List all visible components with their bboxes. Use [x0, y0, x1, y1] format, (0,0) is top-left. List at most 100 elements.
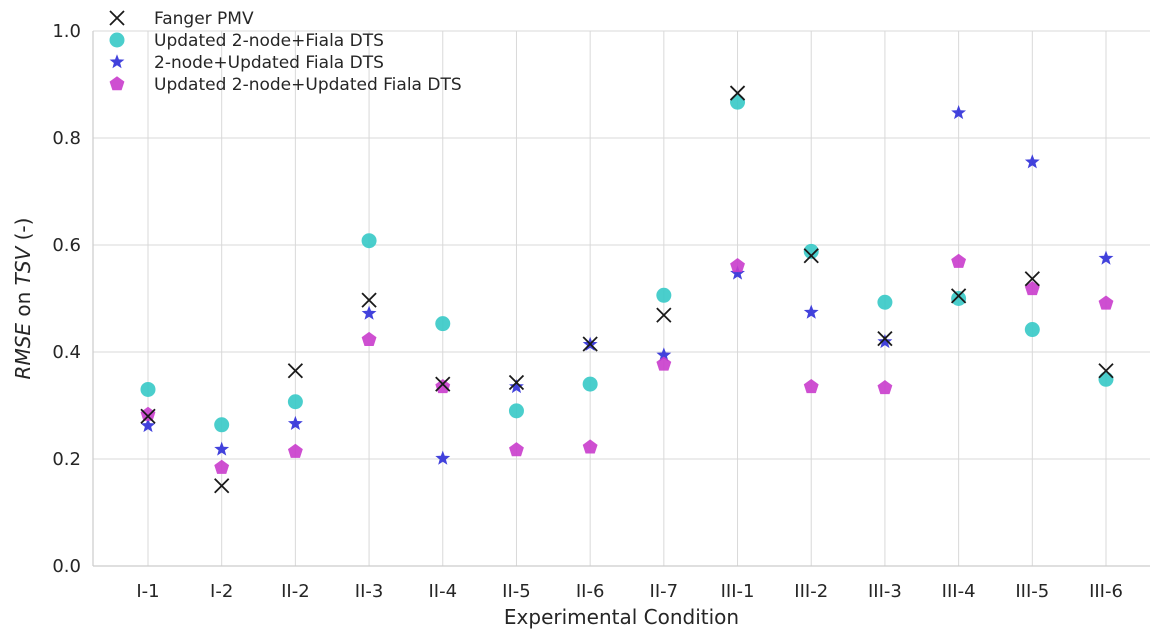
- data-point: [877, 334, 893, 349]
- x-tick-label: II-7: [650, 581, 679, 602]
- data-point-stroke: [435, 376, 451, 392]
- data-point: [951, 253, 967, 268]
- y-axis-title: RMSE on TSV (-): [11, 218, 35, 380]
- data-point: [730, 265, 745, 280]
- data-point: [435, 378, 451, 394]
- data-point: [214, 417, 230, 433]
- data-point: [877, 330, 893, 347]
- data-point-stroke: [950, 288, 967, 304]
- data-point: [803, 248, 819, 264]
- data-point: [582, 439, 598, 454]
- legend-entry: Updated 2-node+Fiala DTS: [109, 31, 384, 51]
- data-point: [656, 347, 672, 362]
- data-point: [582, 376, 598, 392]
- y-axis-title-part: RMSE: [11, 323, 35, 380]
- data-point: [214, 459, 230, 474]
- data-point-stroke: [1098, 363, 1114, 379]
- data-point: [287, 363, 304, 379]
- data-point: [951, 105, 967, 120]
- data-point: [361, 331, 377, 347]
- data-point-stroke: [729, 85, 746, 101]
- data-point: [1024, 154, 1040, 169]
- y-axis-title-part: (-): [11, 218, 35, 247]
- data-point: [729, 85, 746, 101]
- legend-marker: [109, 10, 125, 26]
- data-point: [509, 378, 524, 394]
- data-point: [287, 394, 303, 410]
- data-point: [803, 378, 819, 394]
- x-tick-label: I-2: [210, 581, 233, 602]
- data-point: [730, 94, 746, 110]
- data-point: [287, 415, 303, 430]
- data-point: [140, 418, 156, 433]
- data-point-stroke: [1024, 271, 1040, 287]
- data-point-stroke: [361, 292, 377, 308]
- x-tick-label: II-4: [428, 581, 457, 602]
- legend-label: Fanger PMV: [154, 9, 254, 29]
- x-tick-label: II-5: [502, 581, 531, 602]
- x-tick-label: III-5: [1015, 581, 1049, 602]
- y-tick-label: 0.6: [52, 235, 81, 256]
- data-point: [582, 336, 598, 352]
- y-tick-label: 0.8: [52, 128, 81, 149]
- x-tick-label: I-1: [136, 581, 159, 602]
- data-point: [287, 443, 303, 458]
- y-tick-label: 0.4: [52, 342, 81, 363]
- legend-label: Updated 2-node+Updated Fiala DTS: [154, 75, 462, 95]
- legend-label: Updated 2-node+Fiala DTS: [154, 31, 384, 51]
- data-point-stroke: [656, 307, 672, 323]
- data-point: [656, 287, 672, 303]
- data-point: [361, 305, 377, 320]
- x-tick-labels: I-1 I-2 II-2 II-3 II-4 II-5 II-6 II-7 III-1 III-2…: [136, 581, 1123, 602]
- data-point: [803, 304, 819, 319]
- y-tick-labels: 0.0 0.2 0.4 0.6 0.8 1.0: [52, 21, 81, 577]
- y-axis-title-part: TSV: [11, 245, 35, 285]
- data-point: [435, 450, 451, 465]
- data-point: [877, 294, 893, 310]
- data-point-stroke: [582, 336, 598, 352]
- data-point: [1098, 295, 1114, 310]
- axis-layer: [92, 31, 1150, 567]
- data-point: [435, 316, 451, 332]
- data-point: [730, 258, 745, 273]
- data-point-stroke: [214, 478, 230, 494]
- legend-entry: Updated 2-node+Updated Fiala DTS: [109, 75, 462, 95]
- data-point: [1098, 363, 1114, 379]
- data-point: [1024, 271, 1040, 287]
- data-point: [214, 478, 230, 494]
- x-axis-title: Experimental Condition: [504, 605, 739, 629]
- x-tick-label: III-4: [942, 581, 976, 602]
- data-point: [140, 408, 156, 424]
- data-point: [508, 403, 524, 419]
- data-point-stroke: [877, 330, 893, 347]
- data-point: [1098, 250, 1114, 265]
- data-point: [1098, 371, 1114, 387]
- grid-layer: [93, 30, 1150, 567]
- x-tick-label: II-3: [355, 581, 384, 602]
- x-tick-label: III-3: [868, 581, 902, 602]
- data-point-stroke: [287, 363, 304, 379]
- x-tick-label: III-6: [1089, 581, 1123, 602]
- x-tick-label: II-2: [281, 581, 310, 602]
- data-point: [950, 288, 967, 304]
- y-tick-label: 0.2: [52, 449, 81, 470]
- series-3: [140, 253, 1114, 474]
- x-tick-label: III-1: [721, 581, 755, 602]
- data-point: [214, 441, 230, 456]
- y-tick-label: 0.0: [52, 556, 81, 577]
- data-point: [361, 233, 377, 249]
- series-2: [140, 105, 1114, 465]
- legend-marker: [109, 32, 125, 48]
- data-point: [656, 307, 672, 323]
- data-point-stroke: [508, 374, 525, 391]
- data-point: [435, 376, 451, 392]
- legend-marker: [109, 54, 125, 69]
- series-0: [140, 85, 1114, 494]
- data-point: [803, 243, 819, 259]
- data-point: [140, 406, 156, 421]
- data-point: [951, 291, 967, 306]
- legend-marker: [109, 76, 125, 91]
- data-point-stroke: [140, 408, 156, 424]
